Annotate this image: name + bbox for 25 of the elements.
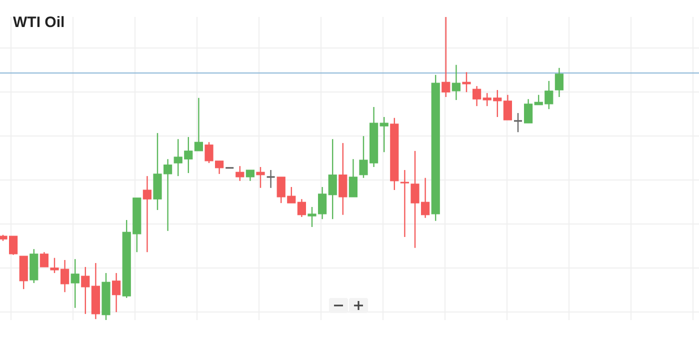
candlestick bbox=[194, 97, 203, 152]
candlestick bbox=[338, 142, 348, 216]
candlestick bbox=[513, 112, 523, 133]
candlestick bbox=[462, 72, 471, 93]
candlestick bbox=[256, 166, 265, 188]
candlestick bbox=[297, 198, 306, 218]
candlestick bbox=[142, 175, 152, 253]
candlestick bbox=[70, 258, 80, 308]
candlestick bbox=[452, 64, 460, 101]
candlestick bbox=[524, 98, 533, 124]
candlestick bbox=[266, 169, 276, 188]
candlestick bbox=[554, 67, 564, 98]
candlestick bbox=[380, 116, 388, 153]
candlestick bbox=[442, 16, 450, 98]
candlestick bbox=[246, 169, 254, 182]
candlestick bbox=[81, 266, 90, 315]
candlestick bbox=[472, 85, 482, 107]
candlestick bbox=[236, 165, 244, 182]
candlestick bbox=[348, 158, 358, 198]
candlestick bbox=[112, 272, 121, 313]
chart-title: WTI Oil bbox=[13, 14, 65, 31]
candlestick bbox=[40, 252, 48, 268]
candlestick bbox=[400, 169, 409, 238]
candlestick bbox=[503, 94, 512, 121]
candlestick bbox=[328, 138, 337, 220]
